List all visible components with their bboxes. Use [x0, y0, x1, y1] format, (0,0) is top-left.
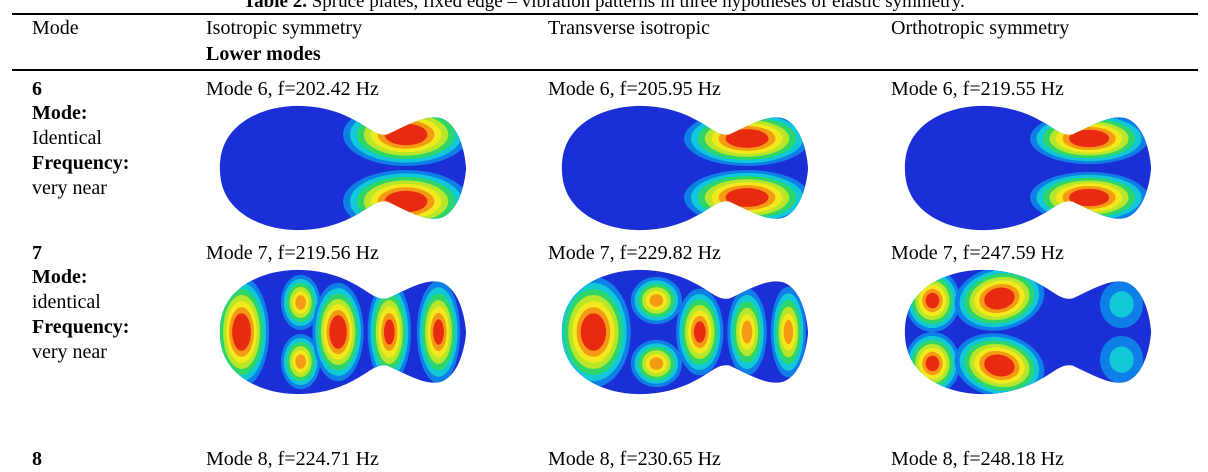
- row-7-mode-label: Mode:: [32, 266, 88, 288]
- contour-band: [649, 357, 664, 370]
- header-isotropic: Isotropic symmetry: [206, 17, 363, 39]
- contour-band: [783, 319, 794, 345]
- contour-band: [989, 291, 1010, 306]
- contour-band: [732, 132, 762, 145]
- row-7-mode-number: 7: [32, 242, 42, 264]
- row-6-mode-number: 6: [32, 78, 42, 100]
- row-7-mode-value: identical: [32, 291, 101, 313]
- row-6-mode-value: Identical: [32, 127, 102, 149]
- row-6-mode-label: Mode:: [32, 102, 88, 124]
- contour-band: [925, 355, 940, 372]
- plate-transverse-mode-6: [561, 105, 809, 231]
- contour-band: [1075, 132, 1103, 145]
- row-6-orthotropic-caption: Mode 6, f=219.55 Hz: [891, 78, 1064, 100]
- mode-shape-contours: [219, 274, 461, 390]
- contour-band: [732, 191, 762, 204]
- plate-orthotropic-mode-6: [904, 105, 1152, 231]
- contour-band: [391, 127, 421, 142]
- contour-band: [383, 319, 395, 345]
- row-7-frequency-value: very near: [32, 341, 107, 363]
- header-orthotropic: Orthotropic symmetry: [891, 17, 1070, 39]
- contour-band: [925, 292, 940, 309]
- contour-band: [391, 194, 421, 209]
- row-8-transverse-caption: Mode 8, f=230.65 Hz: [548, 448, 721, 470]
- header-transverse: Transverse isotropic: [548, 17, 711, 39]
- contour-band: [989, 358, 1010, 373]
- row-6-frequency-label: Frequency:: [32, 152, 130, 174]
- caption-text: Spruce plates, fixed edge – vibration pa…: [311, 0, 965, 12]
- row-7-orthotropic-caption: Mode 7, f=247.59 Hz: [891, 242, 1064, 264]
- contour-band: [332, 320, 344, 344]
- mode-shape-contours: [561, 276, 807, 388]
- section-lower-modes: Lower modes: [206, 43, 321, 65]
- row-6-isotropic-caption: Mode 6, f=202.42 Hz: [206, 78, 379, 100]
- contour-band: [235, 319, 248, 345]
- row-7-frequency-label: Frequency:: [32, 316, 130, 338]
- plate-isotropic-mode-6: [219, 105, 467, 231]
- header-rule: [12, 69, 1198, 71]
- row-8-mode-number: 8: [32, 448, 42, 470]
- top-rule: [12, 13, 1198, 15]
- row-7-transverse-caption: Mode 7, f=229.82 Hz: [548, 242, 721, 264]
- contour-band: [433, 319, 444, 345]
- contour-band: [1075, 191, 1103, 204]
- header-mode: Mode: [32, 17, 79, 39]
- row-7-isotropic-caption: Mode 7, f=219.56 Hz: [206, 242, 379, 264]
- contour-band: [741, 320, 753, 344]
- contour-band: [1109, 346, 1134, 373]
- contour-band: [1109, 291, 1134, 318]
- contour-band: [584, 319, 603, 345]
- row-8-orthotropic-caption: Mode 8, f=248.18 Hz: [891, 448, 1064, 470]
- plate-orthotropic-mode-7: [904, 269, 1152, 395]
- plate-isotropic-mode-7: [219, 269, 467, 395]
- row-8-isotropic-caption: Mode 8, f=224.71 Hz: [206, 448, 379, 470]
- contour-band: [693, 321, 706, 343]
- contour-band: [649, 294, 664, 307]
- contour-band: [295, 354, 306, 369]
- caption-label: Table 2.: [243, 0, 307, 12]
- contour-band: [295, 295, 306, 310]
- table-caption: Table 2. Spruce plates, fixed edge – vib…: [0, 0, 1208, 13]
- row-6-frequency-value: very near: [32, 177, 107, 199]
- plate-transverse-mode-7: [561, 269, 809, 395]
- row-6-transverse-caption: Mode 6, f=205.95 Hz: [548, 78, 721, 100]
